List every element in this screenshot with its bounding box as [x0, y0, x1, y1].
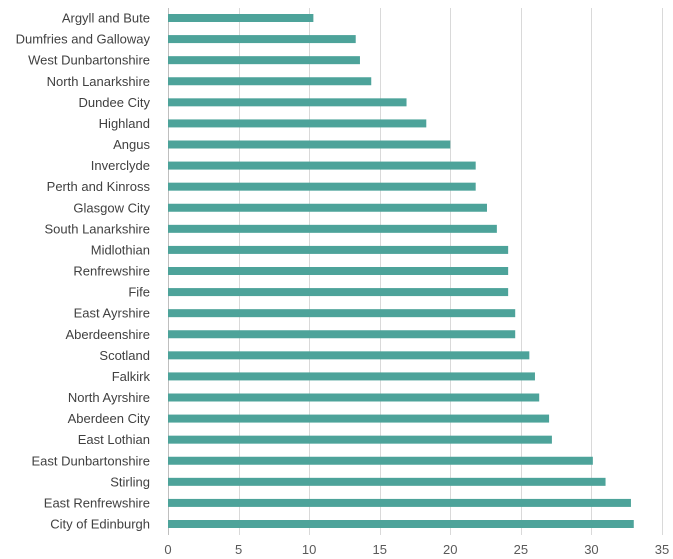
bar-fife [168, 288, 509, 297]
category-label-west-dunbartonshire: West Dunbartonshire [28, 53, 150, 68]
category-label-angus: Angus [113, 137, 150, 152]
bar-dundee-city [168, 98, 407, 107]
bar-west-dunbartonshire [168, 56, 360, 65]
category-label-scotland: Scotland [99, 348, 150, 363]
category-labels: Argyll and Bute Dumfries and Galloway West… [16, 11, 151, 532]
category-label-fife: Fife [128, 285, 150, 300]
category-label-aberdeenshire: Aberdeenshire [65, 327, 150, 342]
bar-east-dunbartonshire [168, 456, 593, 465]
bar-south-lanarkshire [168, 224, 497, 233]
x-tick-label-30: 30 [584, 542, 598, 557]
bar-perth-and-kinross [168, 182, 476, 191]
bar-east-renfrewshire [168, 498, 631, 507]
bar-highland [168, 119, 427, 128]
bar-glasgow-city [168, 203, 487, 212]
bar-north-lanarkshire [168, 77, 372, 86]
bar-aberdeen-city [168, 414, 550, 423]
category-label-falkirk: Falkirk [112, 369, 151, 384]
bar-midlothian [168, 245, 509, 254]
x-tick-label-15: 15 [372, 542, 386, 557]
bar-argyll-and-bute [168, 14, 314, 22]
bar-dumfries-and-galloway [168, 35, 356, 44]
category-label-midlothian: Midlothian [91, 242, 150, 257]
category-label-argyll-and-bute: Argyll and Bute [62, 11, 150, 26]
bar-scotland [168, 351, 530, 360]
category-label-east-lothian: East Lothian [78, 432, 150, 447]
category-label-stirling: Stirling [110, 474, 150, 489]
category-label-north-lanarkshire: North Lanarkshire [47, 74, 150, 89]
category-label-east-renfrewshire: East Renfrewshire [44, 495, 150, 510]
bar-falkirk [168, 372, 535, 381]
bar-stirling [168, 477, 606, 486]
x-tick-label-0: 0 [164, 542, 171, 557]
category-label-perth-and-kinross: Perth and Kinross [47, 179, 151, 194]
category-label-east-dunbartonshire: East Dunbartonshire [31, 453, 150, 468]
x-tick-label-5: 5 [235, 542, 242, 557]
bars [168, 14, 634, 528]
bar-angus [168, 140, 451, 149]
x-tick-label-10: 10 [302, 542, 316, 557]
bar-inverclyde [168, 161, 476, 170]
category-label-east-ayrshire: East Ayrshire [74, 306, 150, 321]
category-label-highland: Highland [99, 116, 150, 131]
category-label-dumfries-and-galloway: Dumfries and Galloway [16, 32, 151, 47]
bar-east-lothian [168, 435, 552, 444]
bar-north-ayrshire [168, 393, 540, 402]
category-label-aberdeen-city: Aberdeen City [68, 411, 151, 426]
category-label-inverclyde: Inverclyde [91, 158, 150, 173]
bar-aberdeenshire [168, 330, 516, 339]
x-tick-labels: 0 5 10 15 20 25 30 35 [164, 542, 669, 557]
x-tick-label-25: 25 [514, 542, 528, 557]
bar-city-of-edinburgh [168, 520, 634, 528]
bar-renfrewshire [168, 267, 509, 275]
bar-east-ayrshire [168, 309, 516, 318]
category-label-renfrewshire: Renfrewshire [73, 264, 150, 279]
category-label-glasgow-city: Glasgow City [73, 200, 150, 215]
category-label-south-lanarkshire: South Lanarkshire [44, 221, 150, 236]
x-tick-label-20: 20 [443, 542, 457, 557]
x-tick-label-35: 35 [655, 542, 669, 557]
category-label-city-of-edinburgh: City of Edinburgh [50, 517, 150, 532]
category-label-dundee-city: Dundee City [78, 95, 150, 110]
category-label-north-ayrshire: North Ayrshire [68, 390, 150, 405]
